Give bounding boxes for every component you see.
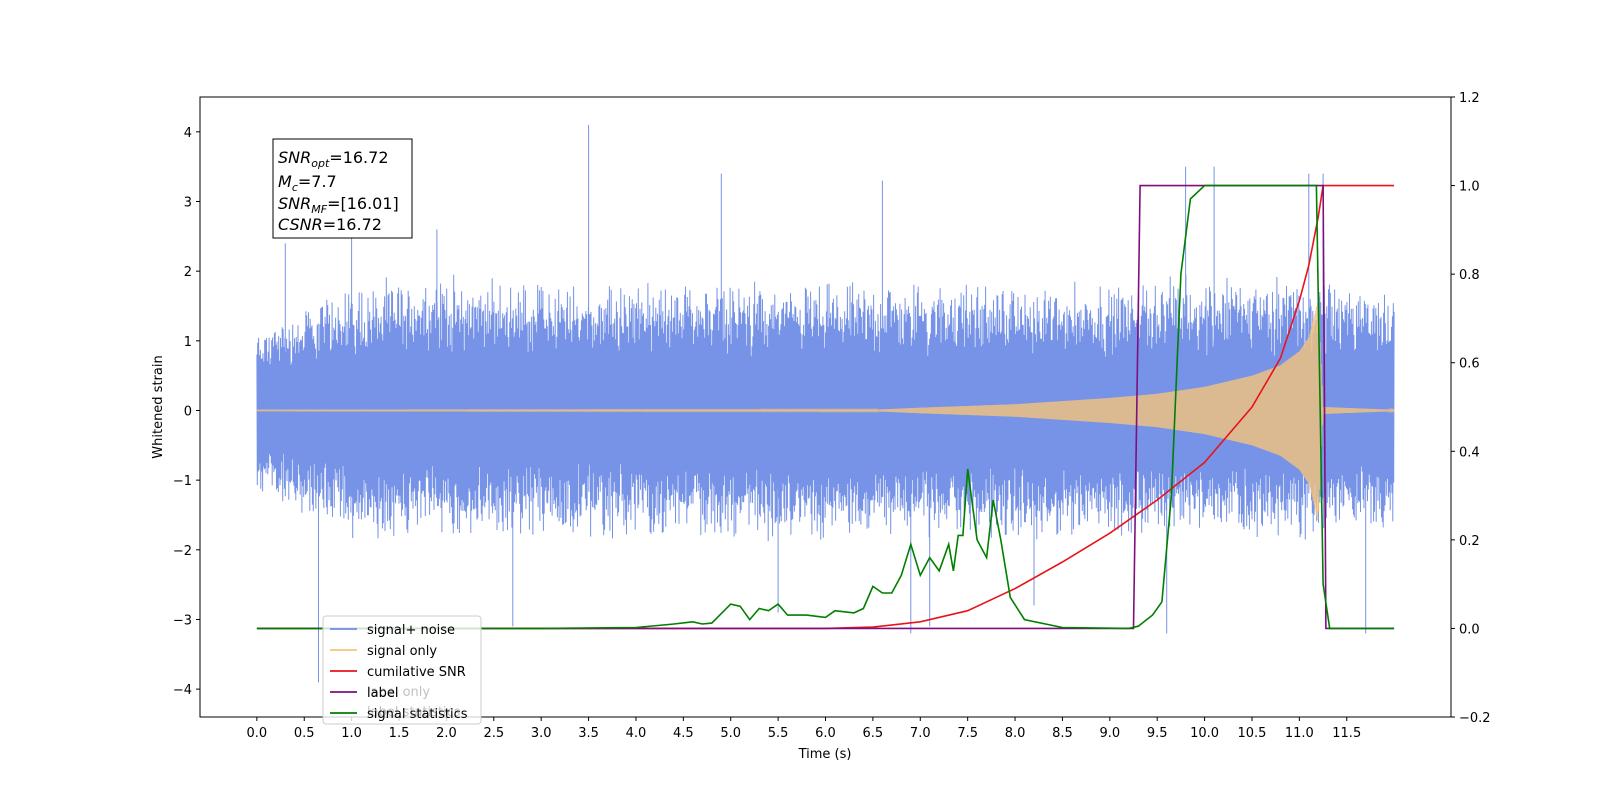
annotation-box: SNRopt=16.72 Mc=7.7 SNRMF=[16.01] CSNR=1…: [272, 138, 413, 239]
x-tick-label: 11.5: [1332, 726, 1361, 741]
y-tick-label: −1: [173, 474, 192, 489]
y2-tick-label: 1.2: [1459, 91, 1480, 106]
x-tick-label: 1.5: [389, 726, 410, 741]
legend-label-signal-noise: signal+ noise: [367, 623, 455, 638]
x-tick-label: 0.0: [247, 726, 268, 741]
legend-frame: [322, 615, 482, 725]
plot-area: [256, 124, 1395, 683]
y2-tick-label: 0.0: [1459, 622, 1480, 637]
x-axis-ticks: 0.0 0.5 1.0 1.5 2.0 2.5 3.0 3.5 4.0 4.5 5.0 5.5 6.0 6…: [247, 717, 1361, 741]
y-tick-label: −4: [173, 683, 192, 698]
annotation-line-csnr: CSNR=16.72: [278, 215, 382, 234]
x-tick-label: 10.0: [1190, 726, 1219, 741]
x-tick-label: 11.0: [1285, 726, 1314, 741]
y2-axis-ticks: 1.2 1.0 0.8 0.6 0.4 0.2 0.0 −0.2: [1451, 91, 1491, 726]
signal-noise-line: [256, 124, 1395, 683]
x-tick-label: 6.5: [863, 726, 884, 741]
x-tick-label: 3.0: [531, 726, 552, 741]
right-axis-series: [256, 184, 1395, 630]
x-tick-label: 8.0: [1005, 726, 1026, 741]
y2-tick-label: 0.8: [1459, 268, 1480, 283]
y-tick-label: −3: [173, 613, 192, 628]
x-tick-label: 10.5: [1238, 726, 1267, 741]
y-tick-label: 1: [184, 335, 192, 350]
x-tick-label: 5.5: [768, 726, 789, 741]
signal-only-line: [256, 298, 1395, 521]
annotation-frame: [272, 138, 413, 239]
y2-tick-label: 0.6: [1459, 357, 1480, 372]
x-tick-label: 4.0: [626, 726, 647, 741]
y-axis-ticks: 4 3 2 1 0 −1 −2 −3 −4: [173, 126, 200, 698]
y-tick-label: 0: [184, 404, 192, 419]
y-tick-label: 2: [184, 265, 192, 280]
legend-items: signal+ noise signal only cumilative SNR la…: [330, 623, 468, 722]
x-tick-label: 9.5: [1147, 726, 1168, 741]
annotation-line-mc: Mc=7.7: [278, 172, 337, 194]
legend-occluded-label-statistics: label statistics: [367, 705, 461, 720]
x-tick-label: 0.5: [294, 726, 315, 741]
legend-label-cumilative-snr: cumilative SNR: [367, 665, 466, 680]
y-axis-label: Whitened strain: [151, 355, 166, 458]
signal-only-series: [256, 298, 1395, 521]
x-tick-label: 7.0: [910, 726, 931, 741]
y-tick-label: 4: [184, 126, 192, 141]
legend: label only label statistics signal+ nois…: [322, 615, 482, 725]
y-tick-label: 3: [184, 195, 192, 210]
legend-label-label: label: [367, 686, 398, 701]
legend-label-signal-only: signal only: [367, 644, 437, 659]
x-tick-label: 9.0: [1099, 726, 1120, 741]
annotation-line-snr-opt: SNRopt=16.72: [278, 148, 389, 170]
x-tick-label: 6.0: [815, 726, 836, 741]
x-tick-label: 4.5: [673, 726, 694, 741]
y2-tick-label: −0.2: [1459, 711, 1491, 726]
x-tick-label: 1.0: [341, 726, 362, 741]
signal-noise-series: [256, 124, 1395, 683]
legend-label-signal-statistics: signal statistics: [367, 707, 468, 722]
signal-statistics-line: [256, 184, 1395, 630]
y2-tick-label: 0.4: [1459, 445, 1480, 460]
x-axis-label: Time (s): [798, 747, 852, 762]
y-tick-label: −2: [173, 544, 192, 559]
x-tick-label: 7.5: [957, 726, 978, 741]
x-tick-label: 5.0: [720, 726, 741, 741]
y2-tick-label: 1.0: [1459, 180, 1480, 195]
cumilative-snr-line: [256, 184, 1395, 630]
annotation-line-snr-mf: SNRMF=[16.01]: [278, 194, 399, 216]
x-tick-label: 3.5: [578, 726, 599, 741]
x-tick-label: 2.0: [436, 726, 457, 741]
x-tick-label: 2.5: [483, 726, 504, 741]
y2-tick-label: 0.2: [1459, 534, 1480, 549]
legend-occluded-label-only: label only: [367, 685, 430, 700]
x-tick-label: 8.5: [1052, 726, 1073, 741]
